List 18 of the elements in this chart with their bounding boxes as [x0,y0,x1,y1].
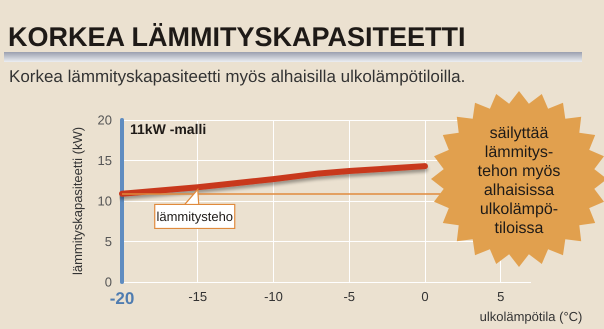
x-tick-label: -5 [343,289,356,304]
x-axis-title: ulkolämpötila (°C) [480,309,582,324]
annotation: 11kW -malli [130,121,206,137]
y-tick-label: 10 [98,194,112,208]
x-tick-label: 0 [421,289,429,304]
x-tick-label: -15 [188,289,208,304]
y-tick-label: 15 [98,153,112,168]
x-tick-label: -10 [264,289,283,304]
series-label: lämmitysteho [156,208,234,224]
annotation: säilyttää lämmitys- tehon myös alhaisissa ulkolämpö- tiloissa [476,124,562,238]
y-axis-title: lämmityskapasiteetti (kW) [70,126,85,276]
chart-title: KORKEA LÄMMITYSKAPASITEETTI [8,22,466,53]
y-tick-label: 5 [104,234,112,249]
x-tick-label: -20 [110,289,134,308]
y-tick-label: 20 [98,112,112,128]
x-tick-label: 5 [497,289,504,304]
y-tick-label: 0 [104,274,112,290]
chart-subtitle: Korkea lämmityskapasiteetti myös alhaisilla ulkolämpötiloilla. [9,67,466,87]
